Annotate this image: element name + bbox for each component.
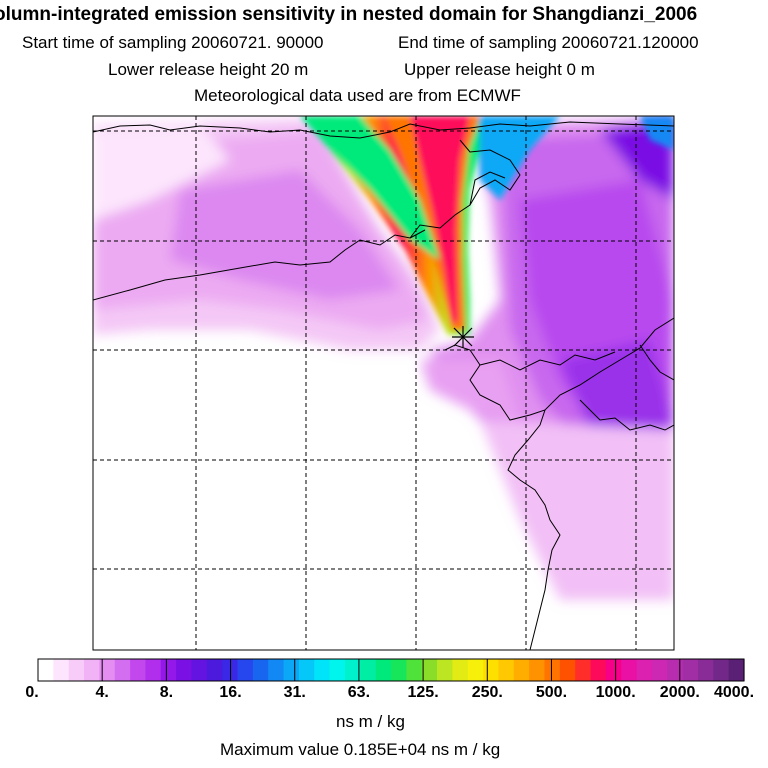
- colorbar-tick-label: 31.: [283, 684, 306, 701]
- colorbar-cell: [498, 659, 515, 681]
- colorbar-cell: [406, 659, 423, 681]
- colorbar-cell: [145, 659, 162, 681]
- colorbar-cell: [252, 659, 269, 681]
- colorbar-cell: [38, 659, 54, 681]
- colorbar-cell: [621, 659, 638, 681]
- colorbar-cell: [575, 659, 592, 681]
- colorbar-cell: [160, 659, 177, 681]
- colorbar-cell: [605, 659, 622, 681]
- colorbar-cell: [728, 659, 745, 681]
- colorbar-cell: [68, 659, 85, 681]
- colorbar-cell: [483, 659, 500, 681]
- colorbar-cell: [682, 659, 699, 681]
- colorbar-frame: [37, 658, 745, 682]
- receptor-star-icon: [452, 326, 474, 348]
- colorbar-cell: [590, 659, 607, 681]
- met-data-label: Meteorological data used are from ECMWF: [194, 86, 521, 105]
- colorbar-cell: [636, 659, 653, 681]
- colorbar-cell: [314, 659, 331, 681]
- colorbar-cell: [544, 659, 561, 681]
- colorbar-units: ns m / kg: [336, 712, 405, 731]
- colorbar-cell: [713, 659, 730, 681]
- colorbar-cell: [268, 659, 285, 681]
- colorbar-cell: [391, 659, 407, 681]
- colorbar-cell: [191, 659, 208, 681]
- colorbar-cell: [53, 659, 70, 681]
- colorbar-cell: [99, 659, 116, 681]
- colorbar-cell: [130, 659, 147, 681]
- colorbar-cell: [467, 659, 484, 681]
- colorbar-cell: [559, 659, 576, 681]
- colorbar-tick-label: 2000.: [659, 684, 700, 701]
- colorbar-cell: [206, 659, 223, 681]
- coastlines: [93, 121, 674, 650]
- colorbar-cell: [513, 659, 530, 681]
- colorbar-tick-label: 4000.: [713, 684, 755, 701]
- colorbar-cell: [437, 659, 453, 681]
- colorbar-cell: [84, 659, 100, 681]
- colorbar-cell: [651, 659, 668, 681]
- colorbar-cell: [176, 659, 193, 681]
- colorbar-cell: [114, 659, 131, 681]
- plume: [300, 116, 674, 335]
- colorbar-cell: [667, 659, 684, 681]
- colorbar-tick-label: 16.: [219, 684, 242, 701]
- colorbar-cell: [452, 659, 469, 681]
- colorbar-tick-label: 1000.: [595, 684, 636, 701]
- colorbar-cell: [360, 659, 377, 681]
- colorbar-tick-label: 63.: [347, 684, 371, 701]
- maximum-value-label: Maximum value 0.185E+04 ns m / kg: [220, 740, 501, 759]
- colorbar-tick-label: 125.: [407, 684, 439, 701]
- map-frame: [92, 115, 675, 651]
- end-time-label: End time of sampling 20060721.120000: [398, 33, 699, 52]
- colorbar-cell: [375, 659, 392, 681]
- colorbar-cell: [529, 659, 546, 681]
- colorbar-cell: [283, 659, 300, 681]
- colorbar-cell: [237, 659, 254, 681]
- colorbar-cells: [38, 659, 745, 681]
- plot-title: olumn-integrated emission sensitivity in…: [0, 4, 698, 25]
- colorbar-tick-label: 4.: [95, 684, 109, 701]
- colorbar-cell: [421, 659, 438, 681]
- lower-release-height-label: Lower release height 20 m: [108, 60, 309, 79]
- colorbar-cell: [697, 659, 714, 681]
- colorbar-cell: [344, 659, 361, 681]
- colorbar-cell: [298, 659, 315, 681]
- colorbar-tick-label: 500.: [535, 684, 568, 701]
- colorbar-cell: [329, 659, 346, 681]
- colorbar-tick-label: 250.: [471, 684, 503, 701]
- colorbar-tick-label: 0.: [25, 684, 39, 701]
- sensitivity-field: [93, 118, 674, 600]
- start-time-label: Start time of sampling 20060721. 90000: [22, 33, 324, 52]
- colorbar-tick-label: 8.: [159, 684, 174, 701]
- lat-lon-grid: [93, 116, 674, 650]
- upper-release-height-label: Upper release height 0 m: [404, 60, 595, 79]
